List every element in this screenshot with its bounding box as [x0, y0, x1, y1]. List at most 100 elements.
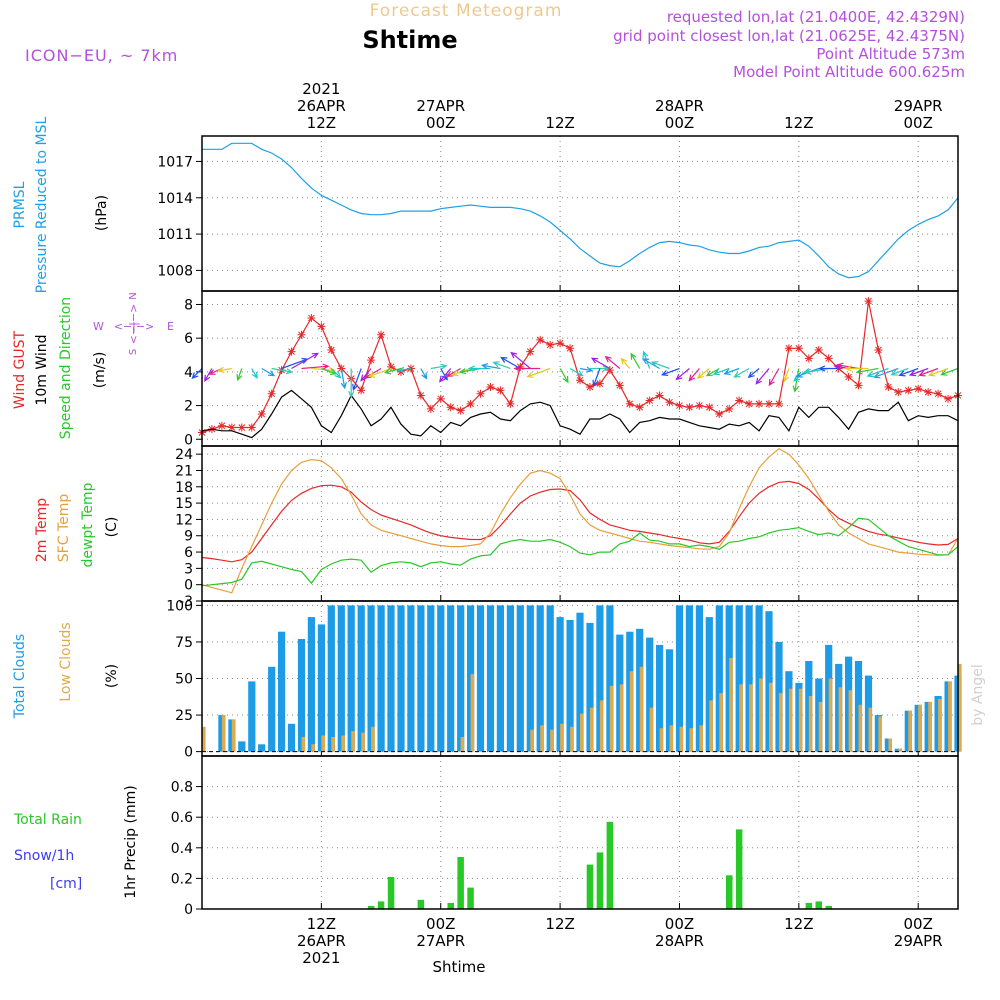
gust-marker: [625, 399, 634, 408]
panel-4: 0 25 50 75 100: [166, 598, 962, 761]
wind-direction-arrow: [855, 367, 879, 375]
gust-marker: [605, 366, 614, 375]
time-label-bottom: 00Z: [426, 915, 455, 933]
gust-marker: [237, 423, 246, 432]
time-label-top: 29APR: [894, 97, 943, 115]
bar-total-clouds: [586, 622, 594, 752]
bar-low-clouds: [928, 701, 932, 752]
bar-low-clouds: [341, 735, 345, 752]
gust-marker: [695, 401, 704, 410]
bar-total-clouds: [636, 628, 644, 752]
time-label-top: 12Z: [545, 114, 574, 132]
low-clouds-label: Low Clouds: [58, 622, 74, 701]
gust-marker: [546, 340, 555, 349]
compass-rose: N S W E <−|−> <−|−>: [93, 292, 174, 355]
time-label-bottom: 12Z: [784, 915, 813, 933]
wind-direction-arrow: [569, 367, 584, 377]
wind-direction-arrow: [217, 366, 232, 374]
gust-marker: [536, 335, 545, 344]
bar-low-clouds: [948, 681, 952, 752]
wind-direction-arrow: [641, 358, 660, 370]
wind-direction-arrow: [733, 367, 750, 378]
bar-total-rain: [805, 902, 813, 909]
bar-low-clouds: [778, 693, 783, 752]
panel-frame: [201, 135, 959, 292]
wind-direction-arrow: [866, 367, 889, 378]
gust-marker: [377, 330, 386, 339]
bar-low-clouds: [589, 707, 594, 752]
bar-total-clouds: [556, 617, 564, 752]
gust-marker: [556, 339, 565, 348]
series-line-pressure: [202, 142, 959, 279]
y-tick-label: 0.8: [171, 780, 193, 796]
bar-low-clouds: [580, 713, 584, 752]
y-tick-label: 0: [184, 902, 193, 918]
bar-low-clouds: [550, 729, 554, 752]
bar-total-clouds: [307, 617, 315, 752]
compass-w: W: [93, 320, 104, 333]
y-tick-label: 0: [184, 578, 193, 594]
bar-total-clouds: [735, 605, 743, 752]
time-label-top: 12Z: [307, 114, 336, 132]
wind-direction-arrow: [559, 368, 569, 384]
gust-marker: [466, 399, 475, 408]
gust-marker: [387, 362, 395, 371]
wind-direction-arrow: [675, 368, 690, 381]
y-tick-label: 8: [184, 297, 193, 313]
wind-direction-arrow: [928, 367, 949, 377]
bar-total-clouds: [387, 605, 395, 752]
bar-low-clouds: [321, 735, 325, 752]
gust-marker: [595, 379, 604, 388]
wind-direction-arrow: [783, 368, 790, 383]
gust-marker: [924, 388, 933, 397]
bar-total-clouds: [377, 605, 385, 752]
gust-marker: [655, 391, 664, 400]
snow-label: Snow/1h: [14, 848, 74, 864]
wind-direction-arrow: [804, 367, 829, 375]
gust-marker: [526, 347, 535, 356]
bar-low-clouds: [570, 726, 574, 752]
gust-marker: [884, 383, 893, 392]
wind-direction-arrow: [500, 356, 521, 370]
series-line-dewpt-temp: [201, 517, 959, 587]
bar-total-rain: [447, 902, 454, 909]
y-tick-label: 0: [184, 432, 193, 448]
gust-marker: [755, 399, 764, 408]
bar-low-clouds: [798, 688, 803, 752]
bar-low-clouds: [709, 700, 713, 752]
gust-marker: [765, 399, 773, 408]
wind-direction-arrow: [818, 365, 839, 372]
bar-total-clouds: [646, 637, 654, 752]
bar-low-clouds: [301, 737, 306, 752]
y-tick-label: 18: [175, 480, 193, 496]
bar-total-clouds: [357, 605, 365, 752]
panel-1: 1008 1011 1014 1017: [157, 135, 959, 292]
bar-total-clouds: [675, 605, 684, 752]
wind-direction-arrow: [712, 367, 730, 376]
gust-marker: [904, 386, 913, 395]
bar-total-clouds: [347, 605, 355, 752]
bar-total-clouds: [486, 605, 495, 752]
wind-direction-arrow: [513, 365, 541, 372]
gust-marker: [745, 399, 754, 408]
gust-marker: [257, 409, 266, 418]
gust-marker: [844, 372, 853, 381]
bar-low-clouds: [838, 687, 843, 752]
wind-direction-arrow: [604, 355, 621, 369]
time-label-top: 00Z: [904, 114, 933, 132]
bar-total-rain: [596, 852, 604, 909]
wind-direction-arrow: [589, 365, 610, 372]
bar-total-rain: [735, 829, 743, 909]
gust-marker: [327, 345, 336, 354]
bar-low-clouds: [689, 728, 693, 752]
wind-direction-arrow: [723, 367, 740, 375]
wind-direction-arrow: [360, 368, 372, 382]
y-tick-label: 1017: [157, 154, 193, 170]
y-tick-label: -3: [179, 594, 193, 610]
bar-low-clouds: [769, 682, 773, 752]
bar-low-clouds: [609, 685, 614, 752]
wind-direction-arrow: [918, 367, 939, 377]
wind10-label: 10m Wind: [34, 334, 50, 405]
